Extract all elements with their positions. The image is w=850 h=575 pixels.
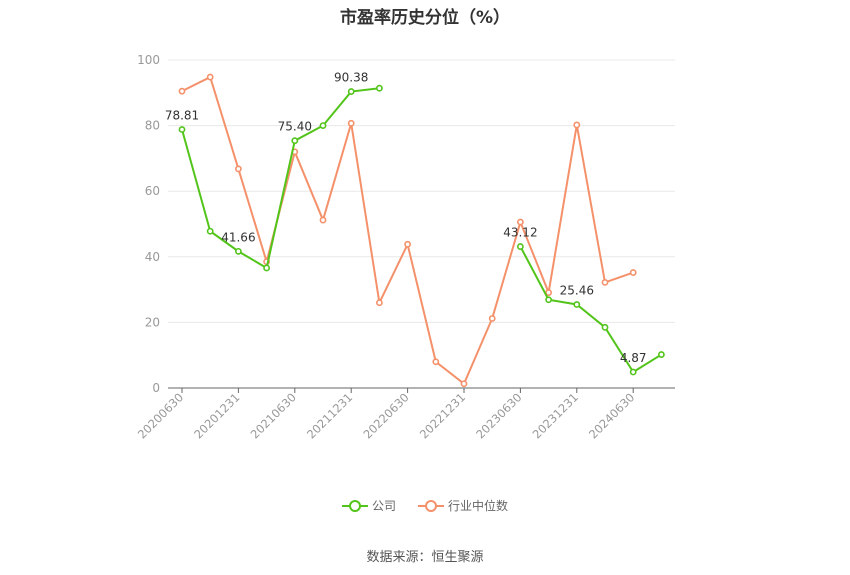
data-label: 4.87 (620, 351, 647, 365)
data-point-industry (629, 269, 637, 276)
legend-swatch-industry (418, 499, 444, 512)
x-tick-label: 20220630 (360, 390, 411, 441)
y-tick-label: 20 (145, 315, 160, 329)
data-label: 43.12 (503, 226, 537, 240)
data-point-industry (545, 289, 552, 296)
legend-item-company[interactable]: 公司 (341, 497, 396, 514)
legend-item-industry[interactable]: 行业中位数 (418, 497, 508, 514)
data-point-company (517, 243, 524, 250)
data-label: 78.81 (165, 109, 199, 123)
x-tick-label: 20221231 (417, 390, 468, 441)
data-point-company (658, 351, 665, 358)
legend-label-company: 公司 (371, 499, 396, 513)
data-label: 90.38 (334, 71, 368, 85)
data-point-company (545, 296, 552, 304)
data-point-industry (488, 315, 496, 322)
data-point-company (347, 88, 355, 95)
data-point-company (629, 368, 637, 376)
data-point-industry (375, 299, 383, 307)
data-point-company (206, 227, 214, 235)
x-tick-label: 20231231 (530, 390, 581, 441)
x-tick-label: 20211231 (304, 390, 355, 441)
data-point-company (291, 137, 299, 145)
data-point-industry (206, 73, 214, 81)
data-point-company (375, 84, 383, 92)
series-line-company (181, 87, 380, 270)
chart-title: 市盈率历史分位（%） (339, 8, 511, 28)
data-point-industry (234, 165, 242, 173)
data-point-industry (347, 119, 355, 127)
data-point-industry (432, 358, 440, 366)
series-line-company (519, 246, 662, 374)
x-tick-label: 20200630 (135, 390, 186, 441)
y-tick-label: 60 (145, 184, 160, 198)
data-point-industry (404, 240, 411, 248)
y-tick-label: 100 (137, 53, 160, 67)
data-point-company (573, 301, 581, 308)
source-note: 数据来源：恒生聚源 (366, 550, 484, 565)
data-point-company (234, 247, 242, 255)
data-point-industry (517, 218, 524, 226)
legend-label-industry: 行业中位数 (448, 499, 509, 513)
data-point-industry (178, 87, 186, 95)
data-point-company (263, 264, 270, 272)
legend: 公司 行业中位数 (0, 497, 850, 514)
data-label: 41.66 (221, 230, 255, 244)
data-point-company (319, 122, 327, 129)
data-label: 25.46 (560, 283, 594, 297)
x-tick-label: 20210630 (248, 390, 299, 441)
legend-swatch-company (341, 499, 368, 512)
data-point-company (601, 323, 609, 331)
x-tick-label: 20240630 (586, 390, 637, 441)
data-point-industry (601, 278, 609, 286)
data-point-company (178, 126, 186, 133)
data-point-industry (573, 121, 581, 129)
data-point-industry (460, 380, 468, 388)
y-tick-label: 80 (145, 119, 160, 133)
data-point-industry (319, 216, 327, 224)
y-tick-label: 40 (145, 250, 160, 264)
x-tick-label: 20230630 (473, 390, 524, 441)
x-tick-label: 20201231 (191, 390, 242, 441)
data-label: 75.40 (278, 120, 312, 134)
y-tick-label: 0 (152, 381, 160, 395)
